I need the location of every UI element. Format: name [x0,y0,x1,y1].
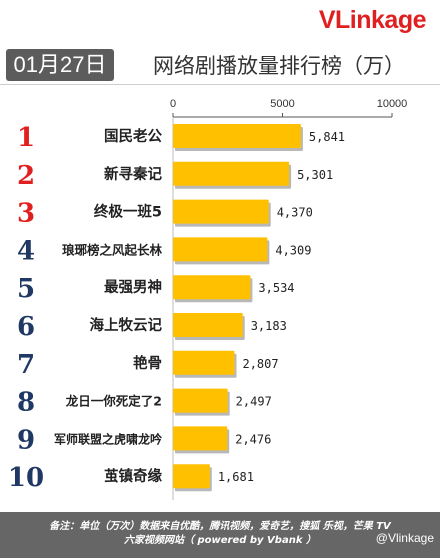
category-label: 茧镇奇缘 [104,467,162,485]
value-label: 5,841 [309,130,345,144]
footer-note-line-1: 备注：单位（万次）数据来自优酷，腾讯视频，爱奇艺，搜狐 乐视，芒果 TV [49,521,391,532]
bar [173,161,290,186]
bar [173,350,235,375]
x-tick-label: 5000 [270,98,294,110]
category-label: 军师联盟之虎啸龙吟 [54,431,162,446]
title-divider [0,84,440,85]
bar [173,426,228,451]
footer-note-line-2: 六家视频网站（ powered by Vbank ） [124,535,316,546]
value-label: 3,534 [258,281,294,295]
value-label: 3,183 [251,319,287,333]
bar [173,313,243,337]
value-label: 2,807 [242,357,278,371]
rank-number: 3 [17,199,35,229]
rank-number: 5 [17,274,35,304]
bar [173,124,301,148]
category-label: 最强男神 [104,278,162,296]
value-label: 5,301 [297,168,333,182]
rank-number: 1 [17,123,35,153]
date-badge: 01月27日 [6,49,114,81]
rank-number: 9 [17,425,35,455]
bar [173,464,210,489]
category-label: 海上牧云记 [90,316,163,334]
category-label: 琅琊榜之风起长林 [62,242,163,257]
category-label: 国民老公 [104,127,162,145]
bar [173,237,268,262]
weibo-watermark: @Vlinkage [375,531,434,545]
value-label: 4,370 [277,206,313,220]
category-label: 新寻秦记 [104,165,162,183]
rank-number: 10 [8,463,44,493]
value-label: 2,497 [236,395,272,409]
category-label: 龙日一你死定了2 [65,394,162,409]
value-label: 1,681 [218,470,254,484]
brand-logo: VLinkage [318,6,427,34]
rank-number: 6 [17,312,35,342]
bar [173,388,228,413]
rank-number: 2 [17,161,35,191]
x-tick-label: 10000 [377,98,408,110]
rank-number: 4 [17,236,35,266]
chart-title: 网络剧播放量排行榜（万） [153,54,405,78]
category-label: 艳骨 [133,354,162,372]
x-tick-label: 0 [170,98,176,110]
bar [173,199,269,224]
value-label: 4,309 [275,243,311,257]
rank-number: 7 [17,350,35,380]
value-label: 2,476 [235,432,271,446]
bar [173,275,251,300]
footer: 备注：单位（万次）数据来自优酷，腾讯视频，爱奇艺，搜狐 乐视，芒果 TV 六家视… [0,512,440,558]
rank-number: 8 [17,388,35,418]
category-label: 终极一班5 [94,203,162,221]
